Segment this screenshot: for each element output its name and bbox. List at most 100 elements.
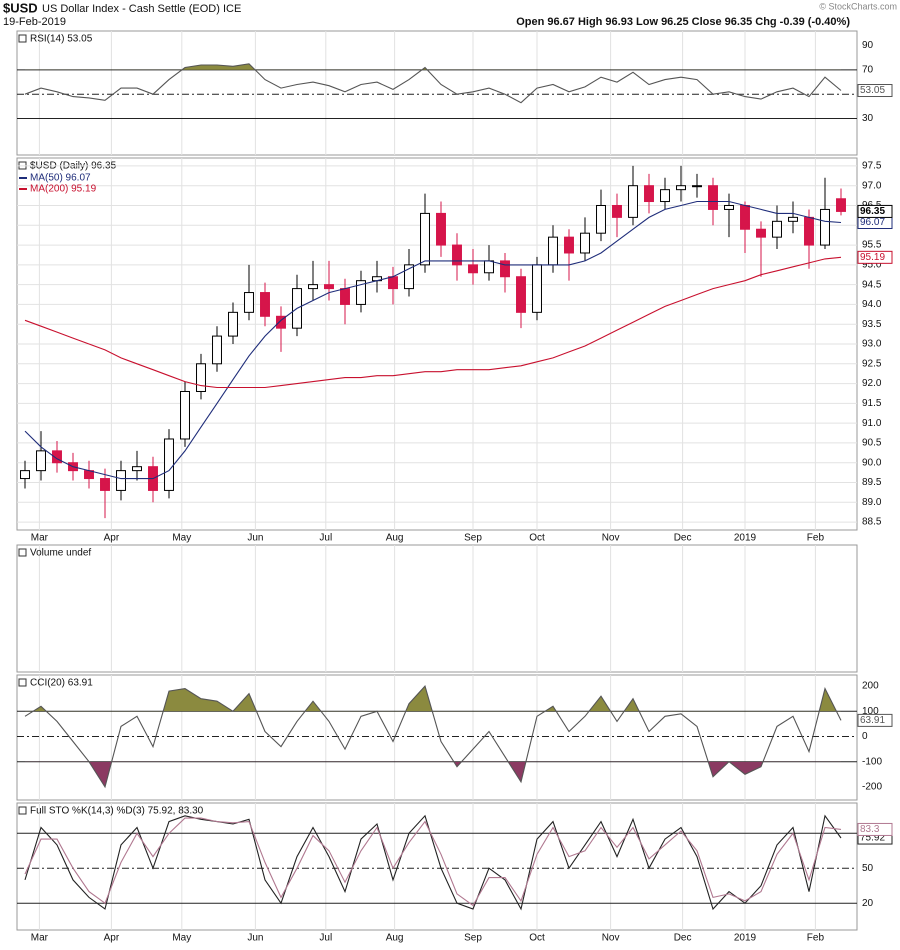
x-tick-label: May	[172, 933, 191, 944]
y-tick-label: 30	[862, 113, 874, 124]
last-value-label: 83.3	[860, 824, 880, 835]
x-tick-label: Nov	[602, 933, 620, 944]
candle-body	[628, 185, 638, 218]
candle-body	[116, 470, 126, 491]
x-tick-label: Nov	[602, 533, 620, 544]
series-line	[24, 685, 842, 789]
series-line	[24, 63, 842, 104]
legend-icon	[18, 678, 27, 687]
y-tick-label: 97.5	[862, 161, 882, 172]
legend-label: MA(200) 95.19	[30, 184, 97, 195]
candle-body	[100, 478, 110, 491]
candle-body	[756, 228, 766, 238]
last-value-label: 53.05	[860, 85, 885, 96]
y-tick-label: 50	[862, 863, 874, 874]
last-value-tag	[857, 250, 893, 264]
candle-body	[212, 335, 222, 365]
candle-body	[564, 236, 574, 254]
last-value-tag	[857, 713, 893, 727]
x-tick-label: Mar	[31, 533, 49, 544]
y-tick-label: 93.5	[862, 319, 882, 330]
symbol: $USD	[3, 0, 38, 15]
y-tick-label: 89.5	[862, 477, 882, 488]
y-tick-label: 90.5	[862, 438, 882, 449]
candle-body	[244, 292, 254, 313]
candle-body	[708, 185, 718, 210]
candle-body	[788, 216, 798, 222]
x-tick-label: Sep	[464, 933, 482, 944]
candle-body	[772, 220, 782, 238]
last-value-label: 63.91	[860, 715, 885, 726]
last-value-label: 96.07	[860, 217, 885, 228]
y-tick-label: 91.0	[862, 418, 882, 429]
x-tick-label: 2019	[734, 533, 757, 544]
y-tick-label: 91.5	[862, 398, 882, 409]
series-line	[24, 200, 842, 480]
x-tick-label: Mar	[31, 933, 49, 944]
candle-body	[740, 204, 750, 230]
candle-body	[596, 204, 606, 234]
panel-title: Volume undef	[30, 548, 91, 559]
candle-body	[356, 280, 366, 305]
panel-title: Full STO %K(14,3) %D(3) 75.92, 83.30	[30, 806, 204, 817]
candle-body	[436, 212, 446, 246]
series-line	[24, 817, 842, 907]
candle-body	[548, 236, 558, 266]
y-tick-label: 200	[862, 681, 879, 692]
panel-frame	[16, 30, 858, 156]
candle-body	[388, 276, 398, 290]
last-value-tag	[857, 822, 893, 836]
x-tick-label: Feb	[807, 533, 825, 544]
candle-body	[132, 466, 142, 472]
credit: © StockCharts.com	[819, 1, 897, 11]
candle-body	[820, 208, 830, 246]
y-tick-label: 95.5	[862, 240, 882, 251]
y-tick-label: 100	[862, 706, 879, 717]
candle-body	[324, 284, 334, 290]
candle-body	[340, 288, 350, 305]
y-tick-label: 94.0	[862, 299, 882, 310]
x-tick-label: Feb	[807, 933, 825, 944]
x-tick-label: Jun	[247, 533, 263, 544]
candle-body	[500, 260, 510, 278]
oversold-fill	[25, 761, 841, 787]
last-value-label: 95.19	[860, 252, 885, 263]
y-tick-label: 90.0	[862, 457, 882, 468]
last-value-tag	[857, 204, 893, 218]
legend-icon	[18, 34, 27, 43]
candle-body	[164, 438, 174, 491]
candle-body	[36, 450, 46, 472]
candle-body	[612, 204, 622, 218]
last-value-tag	[857, 84, 893, 98]
x-tick-label: Sep	[464, 533, 482, 544]
x-tick-label: Dec	[674, 933, 692, 944]
candle-body	[196, 363, 206, 392]
panel-frame	[16, 674, 858, 801]
overbought-fill	[25, 63, 841, 70]
candle-body	[404, 264, 414, 290]
legend-icon	[18, 548, 27, 557]
y-tick-label: 0	[862, 731, 868, 742]
x-tick-label: Apr	[104, 533, 120, 544]
candle-body	[836, 198, 846, 212]
candle-body	[676, 185, 686, 191]
y-tick-label: 94.5	[862, 279, 882, 290]
candle-body	[308, 284, 318, 290]
candle-body	[452, 244, 462, 266]
y-tick-label: 93.0	[862, 339, 882, 350]
legend-label: MA(50) 96.07	[30, 173, 91, 184]
y-tick-label: 20	[862, 898, 874, 909]
candle-body	[276, 315, 286, 329]
chart-date: 19-Feb-2019	[3, 16, 66, 28]
x-tick-label: May	[172, 533, 191, 544]
y-tick-label: 92.0	[862, 378, 882, 389]
x-tick-label: Jun	[247, 933, 263, 944]
candle-body	[52, 450, 62, 464]
y-tick-label: 95.0	[862, 259, 882, 270]
series-line	[24, 256, 842, 389]
x-tick-label: Dec	[674, 533, 692, 544]
y-tick-label: 89.0	[862, 497, 882, 508]
panel-title: CCI(20) 63.91	[30, 678, 93, 689]
quote: Open 96.67 High 96.93 Low 96.25 Close 96…	[516, 16, 850, 28]
